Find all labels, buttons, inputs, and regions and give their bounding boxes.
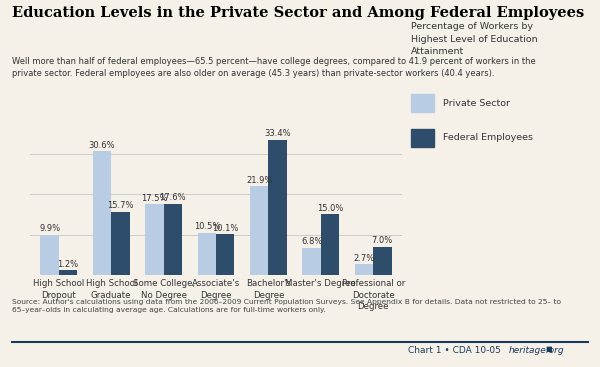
Text: 33.4%: 33.4% bbox=[264, 129, 291, 138]
Text: Education Levels in the Private Sector and Among Federal Employees: Education Levels in the Private Sector a… bbox=[12, 6, 584, 19]
Bar bbox=[164, 204, 182, 275]
Text: Chart 1 • CDA 10-05: Chart 1 • CDA 10-05 bbox=[408, 346, 501, 355]
Text: 9.9%: 9.9% bbox=[39, 225, 60, 233]
Bar bbox=[93, 151, 111, 275]
Bar bbox=[59, 270, 77, 275]
Text: Percentage of Workers by
Highest Level of Education
Attainment: Percentage of Workers by Highest Level o… bbox=[411, 22, 538, 56]
Text: ■: ■ bbox=[545, 346, 553, 352]
Text: 15.7%: 15.7% bbox=[107, 201, 134, 210]
Bar bbox=[40, 235, 59, 275]
Bar bbox=[321, 214, 339, 275]
Text: 17.6%: 17.6% bbox=[160, 193, 186, 202]
Bar bbox=[216, 234, 235, 275]
Text: heritage.org: heritage.org bbox=[508, 346, 564, 355]
Bar bbox=[111, 211, 130, 275]
Text: 17.5%: 17.5% bbox=[141, 194, 167, 203]
Text: 2.7%: 2.7% bbox=[353, 254, 374, 263]
Text: Private Sector: Private Sector bbox=[443, 99, 510, 108]
Text: 15.0%: 15.0% bbox=[317, 204, 343, 213]
Bar bbox=[197, 233, 216, 275]
Bar bbox=[250, 186, 268, 275]
Text: Well more than half of federal employees—65.5 percent—have college degrees, comp: Well more than half of federal employees… bbox=[12, 57, 536, 78]
Text: 10.1%: 10.1% bbox=[212, 224, 238, 233]
Bar bbox=[373, 247, 392, 275]
Text: Source: Author's calculations using data from the 2006–2009 Current Population S: Source: Author's calculations using data… bbox=[12, 299, 561, 313]
Text: 6.8%: 6.8% bbox=[301, 237, 322, 246]
Text: 30.6%: 30.6% bbox=[89, 141, 115, 149]
Bar bbox=[302, 248, 321, 275]
Text: 7.0%: 7.0% bbox=[372, 236, 393, 245]
Text: 1.2%: 1.2% bbox=[58, 260, 79, 269]
Bar bbox=[145, 204, 164, 275]
Text: Federal Employees: Federal Employees bbox=[443, 134, 533, 142]
Bar bbox=[355, 264, 373, 275]
Text: 10.5%: 10.5% bbox=[194, 222, 220, 231]
Bar bbox=[268, 140, 287, 275]
Text: 21.9%: 21.9% bbox=[246, 176, 272, 185]
